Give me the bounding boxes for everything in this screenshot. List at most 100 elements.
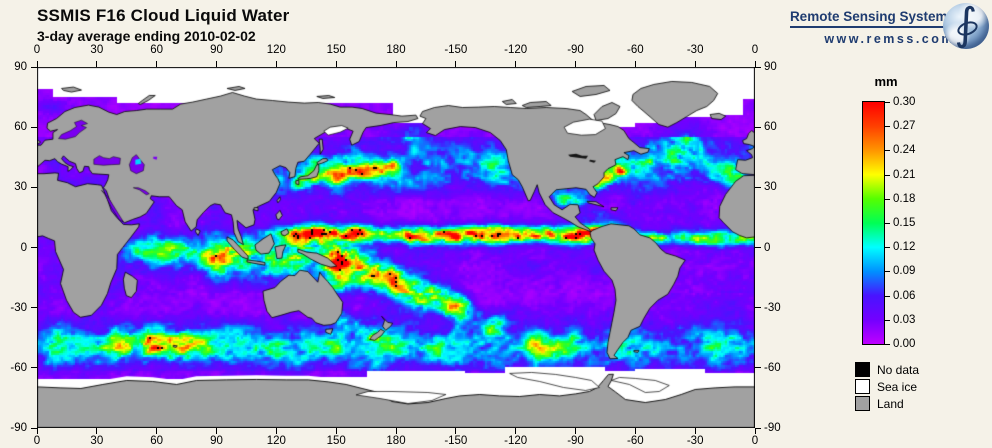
lat-tick-label: -60 — [10, 361, 27, 374]
lon-tick-label: 60 — [150, 435, 164, 447]
lon-tick — [754, 428, 756, 434]
lat-tick-label: -30 — [764, 301, 781, 314]
lon-tick — [96, 428, 98, 434]
lat-tick — [31, 427, 37, 429]
colorbar-tick — [885, 174, 890, 176]
legend-label: Sea ice — [877, 379, 918, 394]
integral-icon: ∫ — [954, 0, 978, 50]
lon-tick-label: -60 — [627, 435, 644, 447]
lat-tick-label: 60 — [14, 121, 27, 134]
lat-tick-label: -30 — [10, 301, 27, 314]
lat-tick-label: 30 — [14, 181, 27, 194]
legend-label: Land — [877, 396, 904, 411]
colorbar-tick-label: 0.06 — [893, 289, 916, 302]
lon-tick-label: 90 — [210, 435, 223, 447]
lon-tick-label: -150 — [444, 435, 468, 447]
lon-tick — [515, 428, 517, 434]
logo-url: www.remss.com — [824, 32, 955, 46]
lon-tick — [455, 428, 457, 434]
colorbar-tick — [885, 126, 890, 128]
lon-tick-label: 180 — [386, 435, 406, 447]
legend-row-sea-ice: Sea ice — [855, 378, 919, 395]
no-data-swatch — [855, 362, 870, 377]
lon-tick-label: 0 — [751, 44, 759, 56]
colorbar-tick — [885, 319, 890, 321]
colorbar-tick-label: 0.27 — [893, 120, 916, 133]
legend-label: No data — [877, 362, 920, 377]
lon-tick-label: -90 — [567, 435, 584, 447]
colorbar-tick — [885, 295, 890, 297]
lon-tick — [275, 61, 277, 67]
lon-tick-label: 120 — [266, 435, 286, 447]
lon-tick-label: 30 — [90, 435, 104, 447]
lon-tick — [36, 428, 38, 434]
lat-tick-label: 90 — [764, 61, 777, 73]
lon-tick-label: 180 — [386, 44, 406, 56]
lat-tick — [31, 247, 37, 248]
lon-tick-label: 150 — [326, 435, 346, 447]
map-canvas — [37, 67, 755, 428]
page-title: SSMIS F16 Cloud Liquid Water — [37, 6, 290, 25]
lat-tick-label: 0 — [20, 241, 27, 254]
lon-tick-label: 60 — [150, 44, 164, 56]
colorbar-tick-label: 0.30 — [893, 96, 916, 108]
lon-tick — [216, 428, 217, 434]
lat-tick — [755, 247, 761, 248]
colorbar-tick-label: 0.21 — [893, 168, 916, 181]
lon-tick — [156, 61, 158, 67]
lon-tick-label: -60 — [627, 44, 644, 56]
lon-tick-label: 30 — [90, 44, 104, 56]
colorbar-tick-label: 0.03 — [893, 313, 916, 326]
lat-tick — [755, 367, 761, 369]
lon-tick — [754, 61, 756, 67]
lon-tick — [156, 428, 158, 434]
lon-tick — [395, 61, 397, 67]
colorbar-tick — [885, 150, 890, 152]
lon-tick-label: -30 — [686, 44, 704, 56]
lon-tick-label: -90 — [567, 44, 584, 56]
lon-tick — [36, 61, 38, 67]
colorbar-tick — [885, 223, 890, 224]
lon-tick-label: -150 — [444, 44, 468, 56]
lon-tick-label: 90 — [210, 44, 223, 56]
colorbar-tick — [885, 247, 890, 249]
lon-tick — [335, 428, 337, 434]
lon-tick — [96, 61, 98, 67]
lon-tick — [575, 61, 576, 67]
lon-tick — [694, 428, 696, 434]
lat-tick — [755, 186, 761, 188]
lon-tick — [694, 61, 696, 67]
lat-tick-label: -90 — [10, 422, 27, 434]
colorbar-tick — [885, 102, 890, 103]
lat-tick-label: 90 — [14, 61, 27, 73]
colorbar-tick — [885, 198, 890, 200]
lon-tick — [335, 61, 337, 67]
colorbar — [862, 101, 885, 345]
lon-tick-label: -120 — [504, 44, 528, 56]
legend: No data Sea ice Land — [855, 361, 919, 412]
land-swatch — [855, 396, 870, 411]
lat-tick-label: 30 — [764, 181, 777, 194]
colorbar-ticks: 0.30 0.27 0.24 0.21 0.18 0.15 0.12 0.09 0.06 0.03… — [862, 96, 922, 350]
rss-logo: Remote Sensing Systems www.remss.com — [789, 8, 955, 46]
lon-tick-label: 150 — [326, 44, 346, 56]
colorbar-tick — [885, 344, 890, 345]
lat-tick — [31, 126, 37, 128]
world-map-area: 0 0 30 30 60 60 90 90 120 120 150 150 180 180 -150 -150… — [10, 44, 780, 447]
lat-tick-label: -90 — [764, 422, 781, 434]
lat-tick — [31, 307, 37, 309]
lat-tick-label: -60 — [764, 361, 781, 374]
colorbar-tick-label: 0.12 — [893, 241, 916, 254]
colorbar-tick-label: 0.24 — [893, 144, 916, 157]
lon-tick-label: -30 — [686, 435, 704, 447]
subtitle-date: 3-day average ending 2010-02-02 — [37, 28, 256, 44]
lat-tick — [31, 66, 37, 68]
logo-name: Remote Sensing Systems — [789, 9, 955, 28]
lon-tick — [634, 428, 636, 434]
lat-tick — [31, 367, 37, 369]
lon-tick — [395, 428, 397, 434]
lon-tick — [216, 61, 217, 67]
lon-tick — [455, 61, 457, 67]
colorbar-tick-label: 0.15 — [893, 217, 916, 229]
